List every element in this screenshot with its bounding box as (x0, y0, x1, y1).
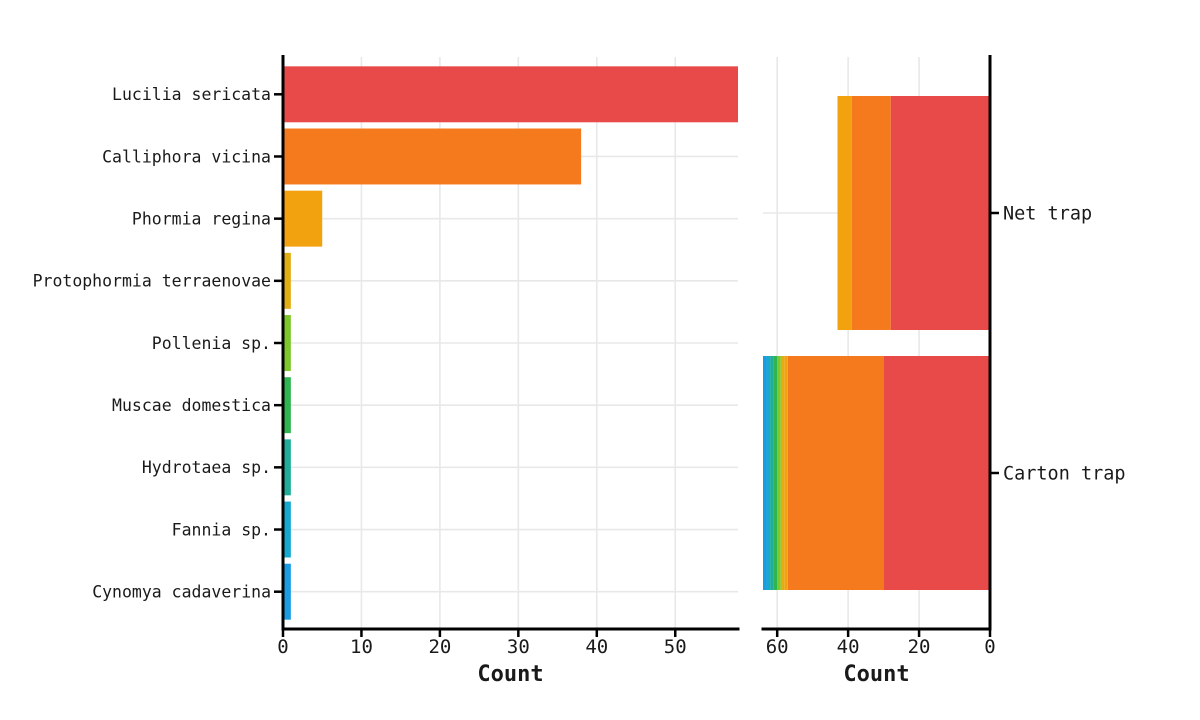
panel-trap-counts: 60 40 20 0 Net trap Carton trap (761, 55, 1126, 658)
x-axis-title-right: Count (843, 662, 909, 687)
x-tick-label-60: 60 (766, 636, 789, 658)
x-tick-label-20: 20 (428, 636, 451, 658)
category-label-muscae-domestica: Muscae domestica (112, 396, 271, 415)
category-label-carton-trap: Carton trap (1003, 464, 1126, 485)
bar-cynomya-cadaverina (283, 563, 291, 620)
category-label-phormia-regina: Phormia regina (132, 209, 271, 228)
x-tick-label-0: 0 (277, 636, 288, 658)
segment-carton-trap-muscae-domestica (773, 356, 778, 590)
segment-carton-trap-fannia-sp (766, 356, 771, 590)
x-tick-label-30: 30 (507, 636, 530, 658)
bar-fannia-sp (283, 501, 291, 558)
x-tick-label-10: 10 (350, 636, 373, 658)
bar-protophormia-terraenovae (283, 252, 291, 309)
bar-muscae-domestica (283, 377, 291, 434)
bar-lucilia-sericata (283, 66, 738, 123)
category-label-cynomya-cadaverina: Cynomya cadaverina (92, 582, 271, 601)
x-axis-title-left: Count (477, 662, 543, 687)
x-tick-label-50: 50 (664, 636, 687, 658)
bar-pollenia-sp (283, 315, 291, 371)
segment-carton-trap-cynomya-cadaverina (763, 356, 767, 590)
panel-species-counts: 0 10 20 30 40 50 Lucilia sericata Calliphora vi… (33, 55, 740, 658)
segment-net-trap-calliphora-vicina (851, 96, 891, 330)
category-label-fannia-sp: Fannia sp. (172, 520, 271, 539)
x-tick-label-40: 40 (837, 636, 860, 658)
segment-carton-trap-phormia-regina (784, 356, 788, 590)
category-label-pollenia-sp: Pollenia sp. (152, 334, 271, 353)
category-label-calliphora-vicina: Calliphora vicina (102, 147, 271, 166)
segment-carton-trap-protophormia-terraenovae (780, 356, 785, 590)
category-label-hydrotaea-sp: Hydrotaea sp. (142, 458, 271, 477)
bar-phormia-regina (283, 190, 323, 247)
segment-carton-trap-pollenia-sp (777, 356, 781, 590)
category-label-net-trap: Net trap (1003, 204, 1092, 225)
category-label-lucilia-sericata: Lucilia sericata (112, 85, 271, 104)
category-label-protophormia-terraenovae: Protophormia terraenovae (33, 272, 271, 291)
segment-carton-trap-calliphora-vicina (787, 356, 884, 590)
segment-net-trap-lucilia-sericata (890, 96, 990, 330)
x-tick-label-40: 40 (585, 636, 608, 658)
segment-carton-trap-hydrotaea-sp (770, 356, 774, 590)
bar-hydrotaea-sp (283, 439, 291, 496)
segment-carton-trap-lucilia-sericata (883, 356, 990, 590)
x-tick-label-0: 0 (984, 636, 995, 658)
x-tick-label-20: 20 (908, 636, 931, 658)
segment-net-trap-phormia-regina (837, 96, 852, 330)
bar-calliphora-vicina (283, 128, 582, 185)
